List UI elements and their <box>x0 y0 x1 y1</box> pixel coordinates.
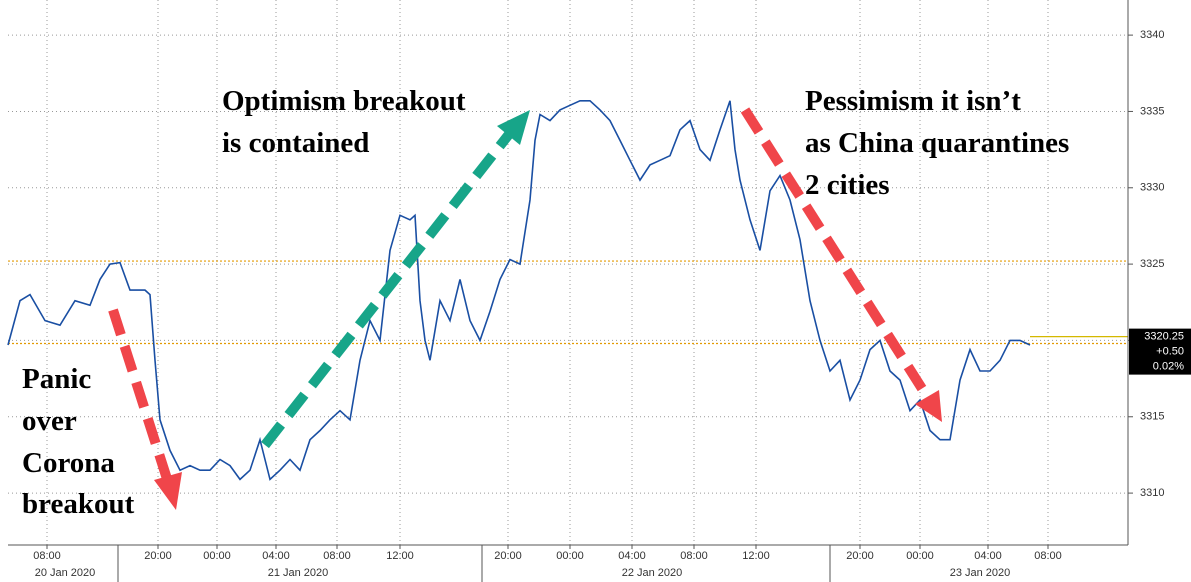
x-tick-label: 20:00 <box>144 550 172 562</box>
annotation-text: over <box>22 405 77 437</box>
annotation-text: Corona <box>22 447 115 479</box>
annotation-text: Panic <box>22 363 91 395</box>
x-tick-label: 00:00 <box>203 550 231 562</box>
last-price-box <box>1129 328 1191 375</box>
x-tick-label: 20:00 <box>494 550 522 562</box>
annotation: Optimism breakout is contained <box>222 85 466 159</box>
x-tick-label: 00:00 <box>556 550 584 562</box>
annotation-text: 2 cities <box>805 169 890 201</box>
annotation-text: Optimism breakout <box>222 85 466 117</box>
arrow-shaft <box>108 308 173 484</box>
y-tick-label: 3330 <box>1140 182 1164 194</box>
annotation: Panic over Corona breakout <box>22 363 135 520</box>
x-tick-label: 08:00 <box>1034 550 1062 562</box>
x-tick-label: 08:00 <box>33 550 61 562</box>
arrow-head <box>154 472 182 510</box>
last-price-pct: 0.02% <box>1153 361 1184 373</box>
date-label: 21 Jan 2020 <box>268 567 329 579</box>
price-line <box>7 100 1031 481</box>
y-tick-label: 3315 <box>1140 411 1164 423</box>
x-tick-label: 12:00 <box>386 550 414 562</box>
arrow-shaft <box>740 107 933 401</box>
arrow-shaft <box>261 129 514 449</box>
y-tick-label: 3325 <box>1140 258 1164 270</box>
x-tick-label: 20:00 <box>846 550 874 562</box>
annotation: Pessimism it isn’t as China quarantines … <box>805 85 1069 201</box>
arrow-head <box>915 390 942 422</box>
annotation-text: as China quarantines <box>805 127 1069 159</box>
date-label: 23 Jan 2020 <box>950 567 1011 579</box>
x-tick-label: 12:00 <box>742 550 770 562</box>
x-tick-label: 04:00 <box>974 550 1002 562</box>
y-tick-label: 3310 <box>1140 487 1164 499</box>
last-price-label: 3320.25 <box>1144 331 1184 343</box>
annotation-text: Pessimism it isn’t <box>805 85 1021 117</box>
x-tick-label: 08:00 <box>323 550 351 562</box>
date-label: 20 Jan 2020 <box>35 567 96 579</box>
x-tick-label: 08:00 <box>680 550 708 562</box>
x-tick-label: 04:00 <box>262 550 290 562</box>
plot-area <box>7 0 1128 545</box>
annotation-text: is contained <box>222 127 369 159</box>
arrow-head <box>497 110 530 145</box>
last-price-change: +0.50 <box>1156 346 1184 358</box>
arrows <box>108 107 942 510</box>
y-tick-label: 3335 <box>1140 105 1164 117</box>
x-tick-label: 00:00 <box>906 550 934 562</box>
y-tick-label: 3340 <box>1140 29 1164 41</box>
annotation-text: breakout <box>22 488 135 520</box>
x-tick-label: 04:00 <box>618 550 646 562</box>
date-label: 22 Jan 2020 <box>622 567 683 579</box>
